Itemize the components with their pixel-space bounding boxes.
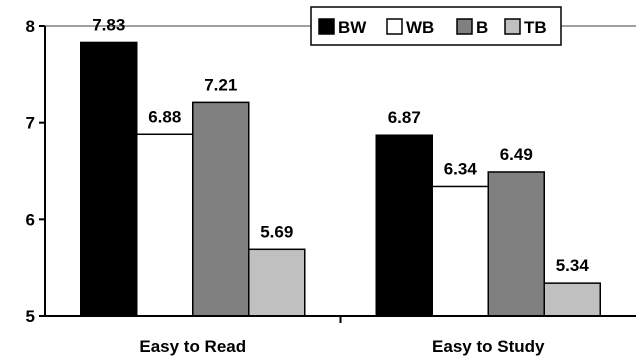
bar-tb-1 [248, 248, 306, 317]
legend: BW WB B TB [310, 6, 562, 46]
bar-bw-2 [375, 134, 433, 317]
data-label: 7.83 [92, 15, 125, 34]
data-label: 5.69 [260, 222, 293, 241]
bar-bw-1 [80, 41, 138, 317]
data-label: 7.21 [204, 75, 237, 94]
bar-wb-1 [136, 133, 194, 317]
legend-swatch-b [456, 18, 473, 35]
data-label: 6.88 [148, 107, 181, 126]
y-tick-label: 7 [26, 114, 35, 133]
y-tick-label: 8 [26, 17, 35, 36]
category-label: Easy to Study [432, 337, 545, 356]
bar-tb-2 [543, 282, 601, 317]
axes [39, 25, 636, 323]
data-label: 6.34 [444, 159, 478, 178]
category-label: Easy to Read [139, 337, 246, 356]
bar-wb-2 [431, 185, 489, 317]
y-tick-label: 6 [26, 210, 35, 229]
bar-b-1 [192, 101, 250, 317]
bar-b-2 [487, 171, 545, 317]
legend-swatch-bw [318, 18, 335, 35]
data-label: 6.87 [388, 108, 421, 127]
y-tick-label: 5 [26, 307, 35, 326]
legend-swatch-wb [386, 18, 403, 35]
legend-swatch-tb [504, 18, 521, 35]
legend-label: B [476, 18, 488, 37]
data-label: 6.49 [500, 145, 533, 164]
data-label: 5.34 [556, 256, 590, 275]
bars [80, 41, 601, 317]
labels: 5 6 7 8 7.83 6.88 7.21 5.69 Easy to Read 6.87 6.34… [26, 15, 590, 356]
legend-label: WB [406, 18, 434, 37]
legend-label: BW [338, 18, 367, 37]
legend-label: TB [524, 18, 547, 37]
